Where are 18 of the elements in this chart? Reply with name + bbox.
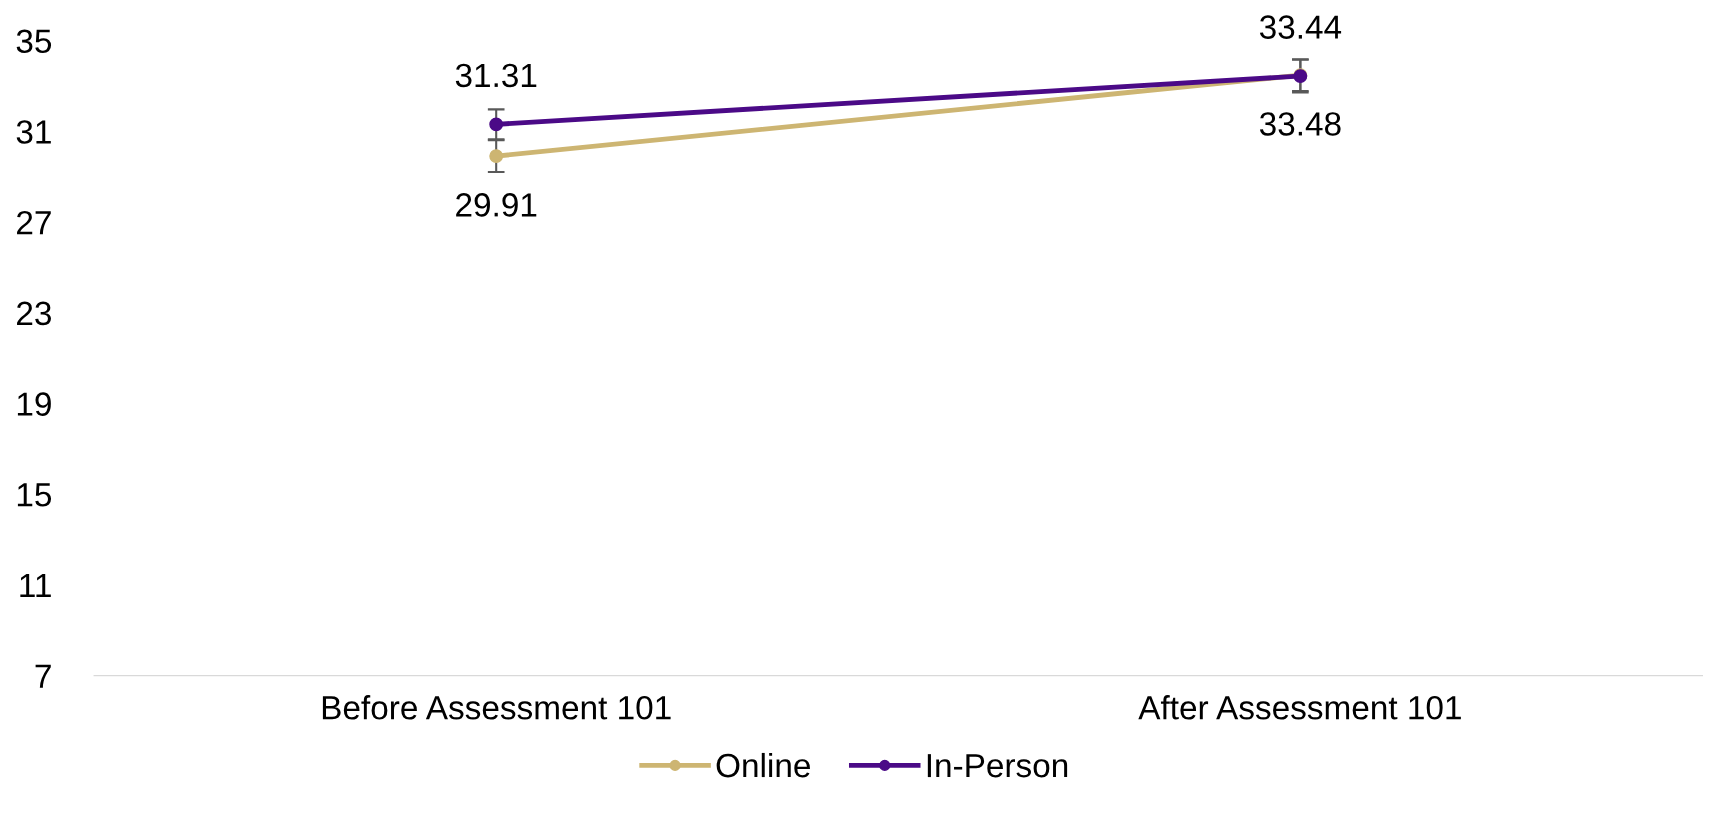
y-tick-label: 31 [16,120,51,144]
x-tick-label: After Assessment 101 [1138,695,1461,720]
y-tick-label: 15 [17,483,52,507]
point [489,117,504,132]
y-tick-label: 19 [17,392,51,416]
y-tick-label: 7 [35,664,51,688]
x-tick-label: Before Assessment 101 [322,695,671,720]
data-label: 29.91 [456,193,537,217]
y-tick-label: 11 [20,574,51,597]
y-tick-label: 35 [16,29,52,54]
data-label: 33.44 [1259,15,1342,39]
data-label: 31.31 [455,63,537,88]
legend-label: In-Person [927,754,1068,778]
data-label: 33.48 [1259,112,1341,136]
y-tick-label: 27 [17,210,51,235]
y-tick-label: 23 [17,301,51,326]
legend-label: Online [716,752,810,778]
point [489,149,504,164]
